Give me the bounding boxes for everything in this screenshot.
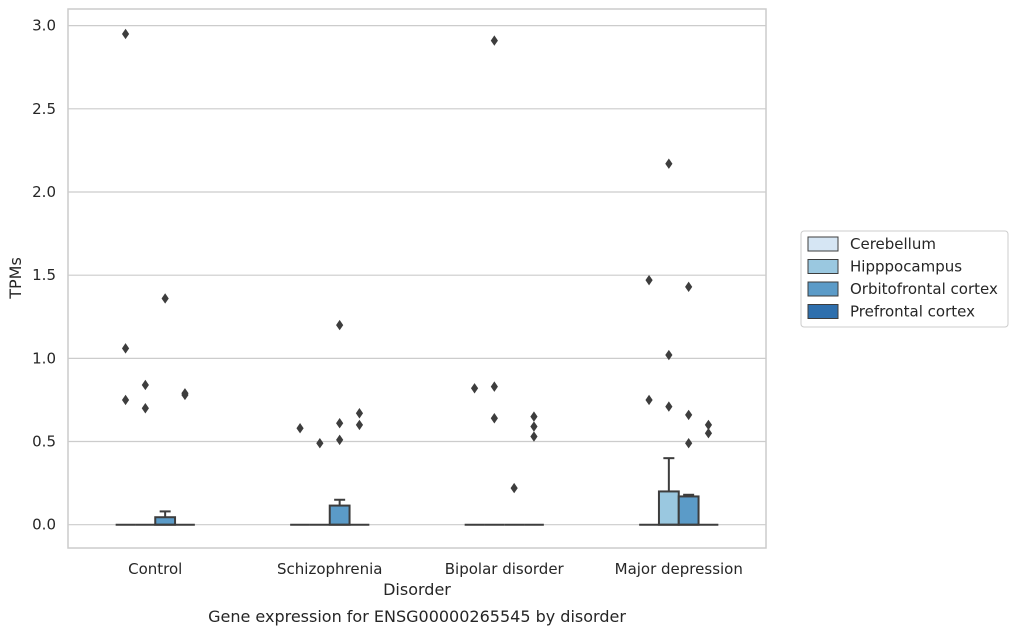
box-orbitofrontal-1 (328, 319, 351, 526)
outlier-point (510, 482, 518, 494)
legend-label-prefrontal: Prefrontal cortex (850, 303, 975, 321)
box-prefrontal-2 (524, 411, 544, 526)
box-prefrontal-1 (349, 408, 370, 526)
box-cerebellum-3 (639, 274, 659, 526)
outlier-point (336, 434, 344, 446)
x-tick-label: Bipolar disorder (445, 560, 565, 578)
box-prefrontal-3 (698, 419, 719, 526)
outlier-point (704, 419, 713, 431)
y-tick-label: 2.5 (32, 100, 56, 118)
outlier-point (141, 403, 149, 414)
box-orbitofrontal-0 (154, 293, 177, 526)
box-cerebellum-1 (290, 423, 310, 526)
legend-swatch-cerebellum (807, 236, 839, 252)
outlier-point (530, 431, 538, 442)
plot-frame (67, 8, 767, 549)
outlier-point (665, 401, 673, 412)
outlier-point (530, 411, 538, 422)
outlier-point (316, 437, 324, 449)
legend-label-hippocampus: Hipppocampus (850, 258, 962, 276)
outlier-point (665, 349, 673, 361)
y-tick-label: 3.0 (32, 17, 56, 35)
chart-caption: Gene expression for ENSG00000265545 by d… (208, 607, 626, 626)
box-body (328, 504, 351, 526)
outlier-point (685, 409, 693, 421)
y-tick-label: 0.5 (32, 433, 56, 451)
box-series (115, 28, 719, 526)
y-axis-title: TPMs (6, 257, 25, 300)
box-hippocampus-3 (657, 158, 680, 526)
grid-lines (68, 25, 766, 526)
box-prefrontal-0 (175, 388, 195, 526)
legend-label-orbitofrontal: Orbitofrontal cortex (850, 280, 998, 298)
outlier-point (530, 421, 538, 432)
box-orbitofrontal-3 (677, 281, 700, 526)
y-tick-label: 0.0 (32, 516, 56, 534)
box-hippocampus-0 (135, 379, 156, 526)
outlier-point (336, 319, 344, 331)
outlier-point (704, 428, 713, 439)
outlier-point (296, 423, 304, 434)
x-tick-label: Control (128, 560, 182, 578)
box-hippocampus-1 (309, 437, 330, 526)
legend-swatch-prefrontal (807, 304, 839, 319)
outlier-point (685, 437, 693, 449)
outlier-point (181, 389, 189, 401)
legend-swatch-orbitofrontal (807, 281, 839, 297)
legend-frame (800, 230, 1009, 328)
outlier-point (645, 394, 653, 406)
outlier-point (470, 383, 479, 394)
outlier-point (685, 281, 693, 293)
box-orbitofrontal-2 (504, 482, 525, 526)
outlier-point (161, 293, 169, 304)
x-axis-title: Disorder (383, 580, 451, 599)
x-tick-label: Schizophrenia (277, 560, 382, 578)
box-cerebellum-2 (464, 383, 485, 526)
outlier-point (490, 35, 498, 46)
outlier-point (490, 413, 498, 424)
outlier-point (355, 419, 364, 431)
y-tick-labels: 0.0 0.5 1.0 1.5 2.0 2.5 3.0 (32, 17, 56, 534)
legend-swatch-hippocampus (807, 259, 839, 274)
outlier-point (355, 408, 364, 419)
plot-area (68, 9, 766, 548)
box-body (677, 495, 700, 526)
outlier-point (121, 343, 130, 354)
x-tick-label: Major depression (615, 560, 743, 578)
y-tick-label: 1.0 (32, 349, 56, 367)
outlier-point (665, 158, 673, 169)
outlier-point (121, 28, 130, 40)
box-cerebellum-0 (115, 28, 136, 526)
x-tick-labels: Control Schizophrenia Bipolar disorder Majo… (128, 560, 743, 578)
outlier-point (336, 418, 344, 429)
outlier-point (141, 379, 149, 391)
outlier-point (121, 394, 130, 406)
outlier-point (645, 274, 653, 286)
box-body (657, 490, 680, 526)
y-tick-label: 2.0 (32, 183, 56, 201)
box-body (154, 516, 177, 526)
y-tick-label: 1.5 (32, 266, 56, 284)
outlier-point (490, 381, 498, 392)
legend: Cerebellum Hipppocampus Orbitofrontal cort… (800, 230, 1009, 328)
legend-label-cerebellum: Cerebellum (850, 235, 936, 253)
box-hippocampus-2 (484, 35, 505, 526)
